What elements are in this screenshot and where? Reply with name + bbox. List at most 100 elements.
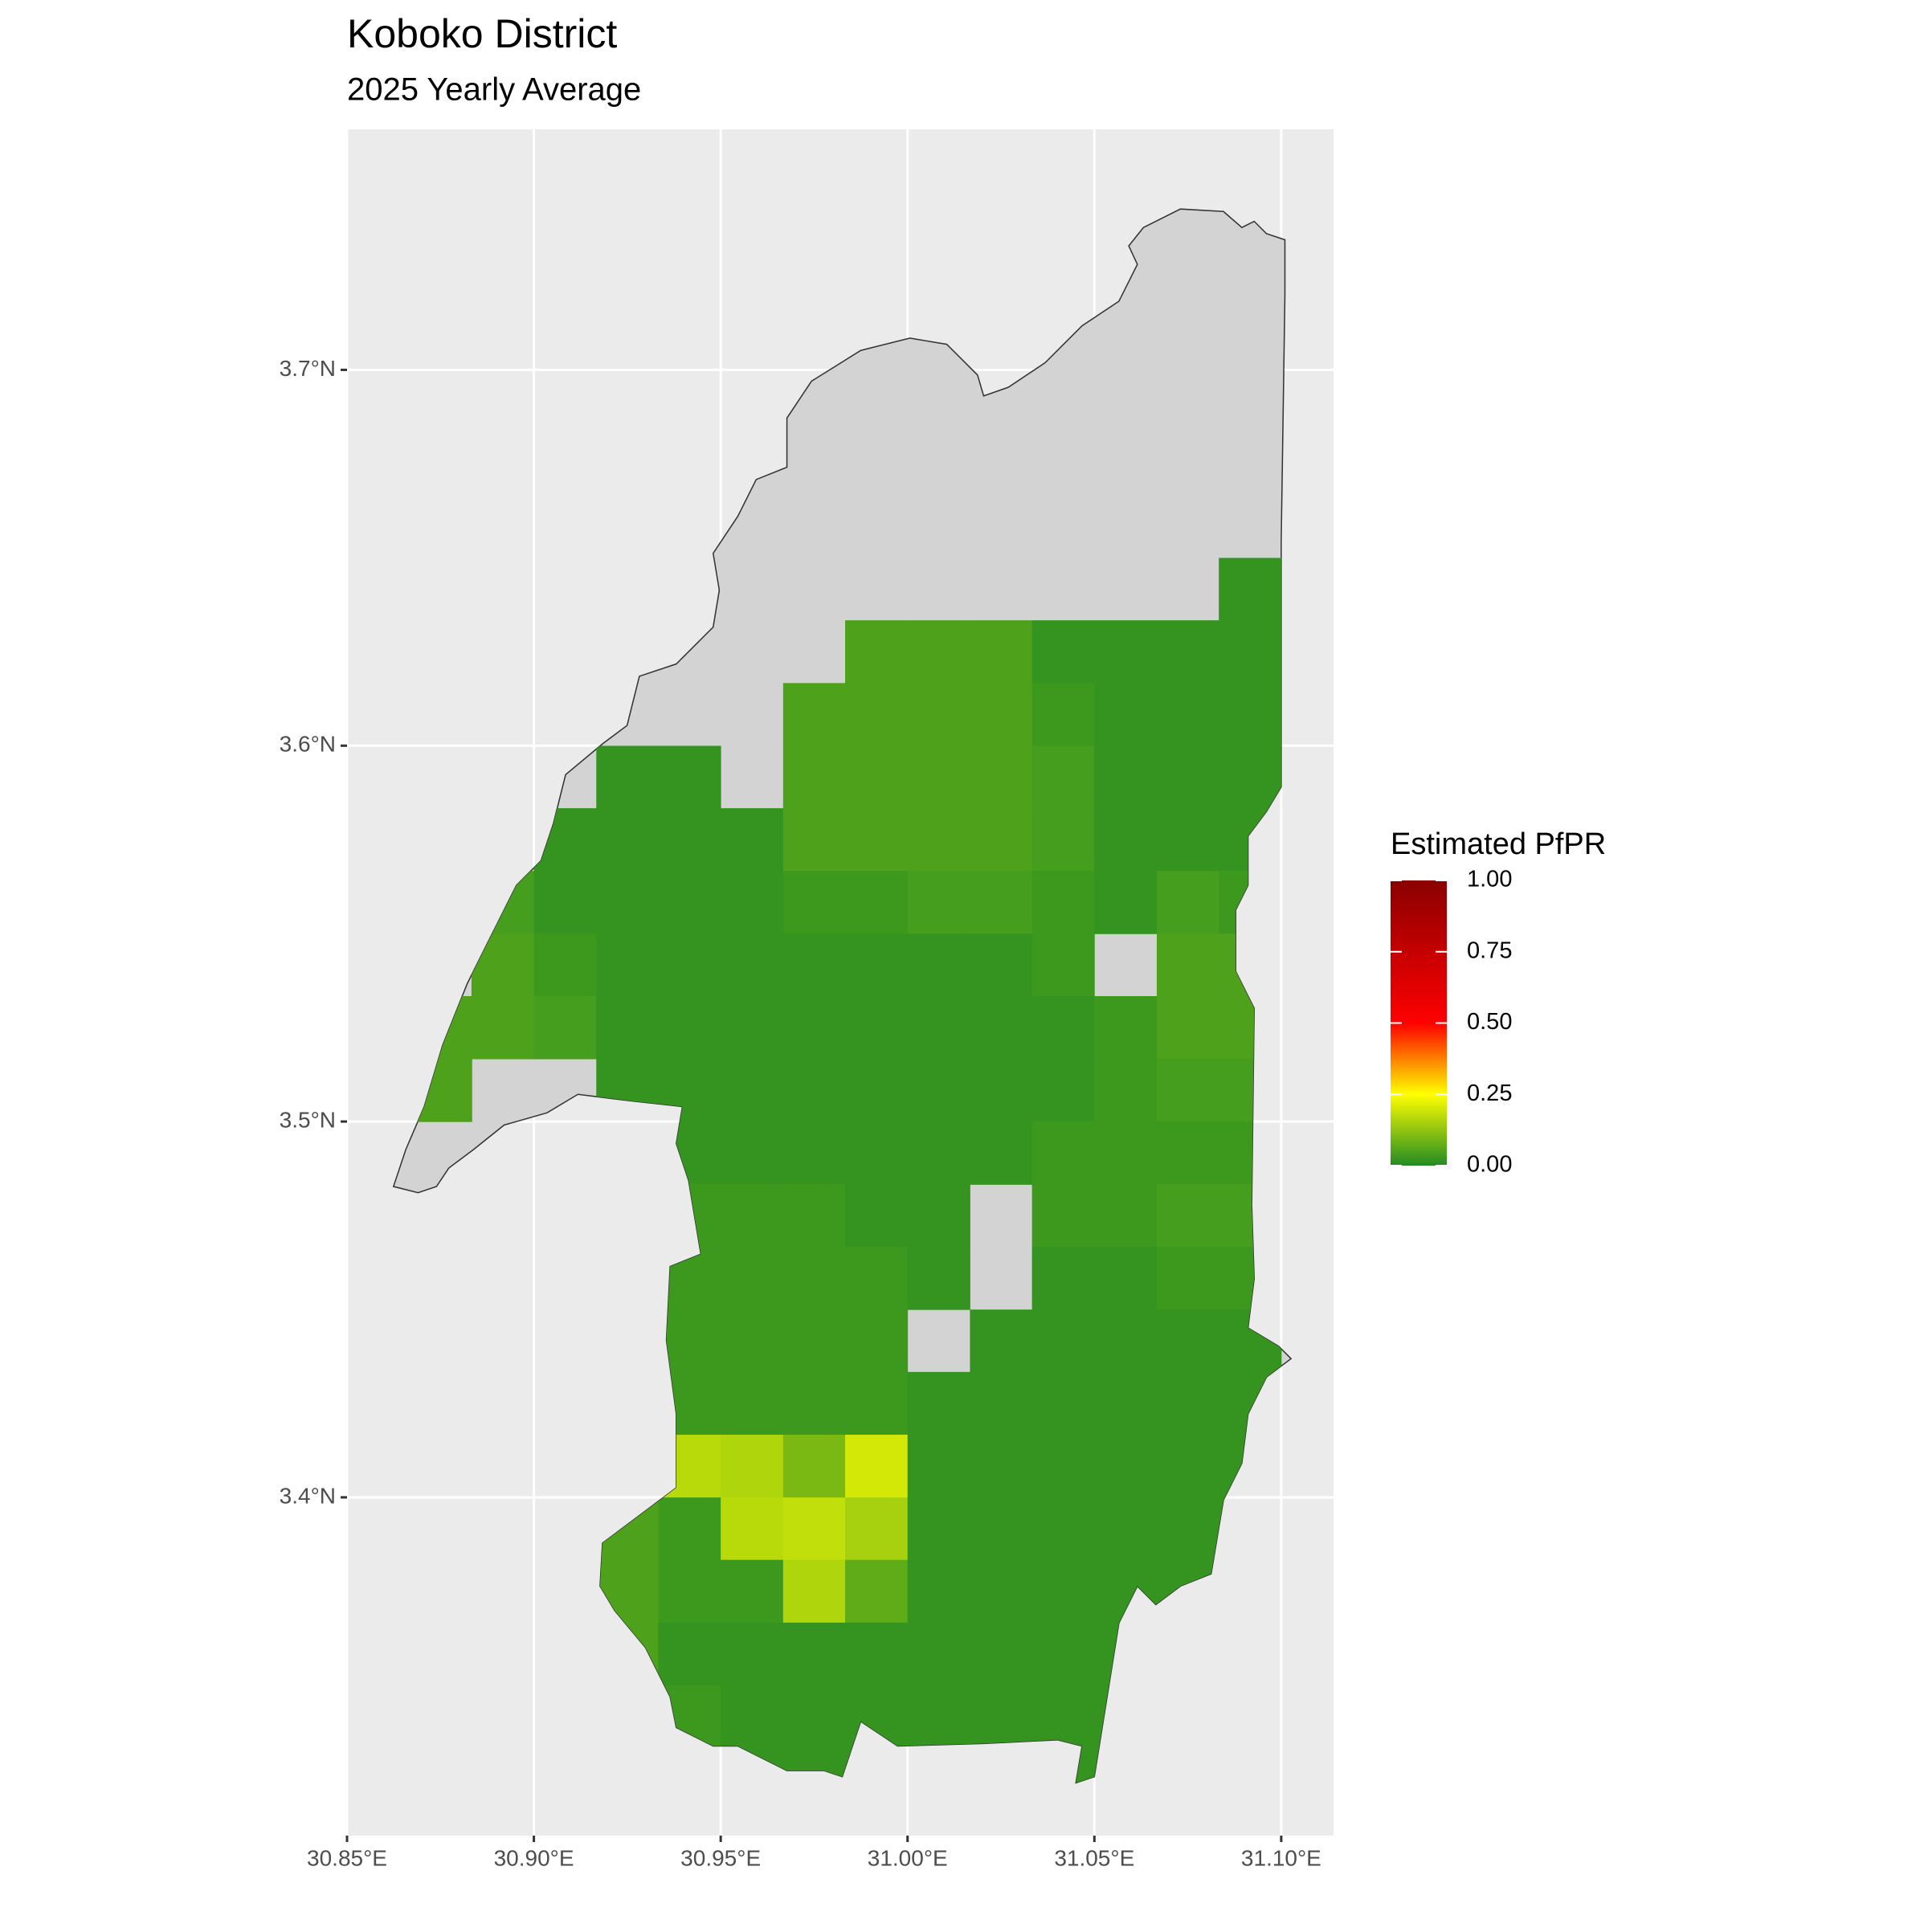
legend-tick-label: 1.00 <box>1467 867 1512 892</box>
raster-cell <box>845 1497 909 1561</box>
raster-cell <box>471 995 535 1060</box>
raster-cell <box>907 1183 970 1248</box>
raster-cell <box>721 1622 784 1686</box>
raster-cell <box>782 1247 846 1310</box>
raster-cell <box>596 995 660 1060</box>
raster-cell <box>907 620 970 684</box>
raster-cell <box>1156 1121 1220 1185</box>
raster-cell <box>596 871 660 934</box>
raster-cell <box>1031 1685 1095 1749</box>
raster-cell <box>782 745 846 809</box>
legend-tick-label: 0.25 <box>1467 1080 1512 1106</box>
y-tick-label: 3.4°N <box>280 1483 336 1508</box>
raster-cell <box>782 1121 846 1185</box>
raster-cell <box>907 871 970 934</box>
raster-cell <box>1156 995 1220 1060</box>
raster-cell <box>1094 1309 1158 1373</box>
raster-cell <box>1156 1247 1220 1310</box>
raster-cell <box>970 683 1033 746</box>
raster-cell <box>721 1371 784 1436</box>
raster-cell <box>1031 1309 1095 1373</box>
raster-cell <box>1094 745 1158 809</box>
raster-cell <box>721 1247 784 1310</box>
legend-tick-label: 0.50 <box>1467 1009 1512 1035</box>
raster-cell <box>907 1622 970 1686</box>
raster-cell <box>907 1559 970 1624</box>
raster-cell <box>970 995 1033 1060</box>
raster-cell <box>970 871 1033 934</box>
raster-cell <box>721 995 784 1060</box>
raster-cell <box>1219 620 1282 684</box>
raster-cell <box>782 808 846 872</box>
raster-cell <box>907 745 970 809</box>
raster-cell <box>596 933 660 997</box>
raster-cell <box>782 1183 846 1248</box>
raster-cell <box>1031 683 1095 746</box>
raster-cell <box>782 1685 846 1749</box>
axes: 30.85°E 30.90°E 30.95°E 31.00°E 31.05°E 31.10… <box>280 356 1321 1871</box>
raster-cell <box>970 1434 1033 1498</box>
raster-cell <box>1031 1622 1095 1686</box>
raster-cell <box>1094 1497 1158 1561</box>
raster-cell <box>1094 1247 1158 1310</box>
raster-cell <box>1094 620 1158 684</box>
raster-cell <box>1156 1434 1220 1498</box>
raster-cell <box>1031 995 1095 1060</box>
raster-cell <box>1094 1121 1158 1185</box>
raster-cell <box>845 1559 909 1624</box>
raster-cell <box>782 1622 846 1686</box>
raster-cell <box>970 1309 1033 1373</box>
raster-cell <box>907 808 970 872</box>
raster-cell <box>845 1247 909 1310</box>
raster-cell <box>907 1497 970 1561</box>
raster-cell <box>1156 1309 1220 1373</box>
raster-cell <box>845 1309 909 1373</box>
x-tick-label: 30.90°E <box>494 1845 574 1870</box>
raster-cell <box>970 1685 1033 1749</box>
raster-cell <box>782 1434 846 1498</box>
raster-cell <box>970 933 1033 997</box>
raster-cell <box>1156 1371 1220 1436</box>
raster-cell <box>1031 1371 1095 1436</box>
raster-cell <box>1094 871 1158 934</box>
raster-cell <box>721 1183 784 1248</box>
raster-cell <box>1156 745 1220 809</box>
raster-cell <box>658 1559 721 1624</box>
raster-cell <box>658 745 721 809</box>
raster-cell <box>1094 1059 1158 1122</box>
raster-cell <box>658 933 721 997</box>
raster-cell <box>907 1685 970 1749</box>
raster-cell <box>845 995 909 1060</box>
raster-cell <box>845 1059 909 1122</box>
raster-cell <box>1156 1497 1220 1561</box>
x-tick-label: 30.85°E <box>307 1845 387 1870</box>
raster-cell <box>1156 808 1220 872</box>
raster-cell <box>533 933 597 997</box>
legend-tick-label: 0.75 <box>1467 937 1512 963</box>
raster-cell <box>721 1309 784 1373</box>
raster-cell <box>1156 1183 1220 1248</box>
raster-cell <box>1031 1059 1095 1122</box>
raster-cell <box>658 808 721 872</box>
y-tick-label: 3.7°N <box>280 356 336 381</box>
raster-cell <box>970 1497 1033 1561</box>
raster-cell <box>1094 995 1158 1060</box>
raster-cell <box>721 1559 784 1624</box>
raster-cell <box>782 1559 846 1624</box>
raster-cell <box>721 1434 784 1498</box>
raster-cell <box>1094 683 1158 746</box>
raster-cell <box>721 933 784 997</box>
raster-cell <box>1156 933 1220 997</box>
raster-cell <box>1031 1559 1095 1624</box>
raster-cell <box>1094 1183 1158 1248</box>
raster-cell <box>782 1497 846 1561</box>
raster-cell <box>845 871 909 934</box>
raster-cell <box>845 683 909 746</box>
raster-cell <box>1031 620 1095 684</box>
raster-cell <box>782 995 846 1060</box>
raster-cell <box>658 1622 721 1686</box>
raster-cell <box>1156 1059 1220 1122</box>
raster-cell <box>845 1371 909 1436</box>
raster-cell <box>907 1434 970 1498</box>
legend-tick-label: 0.00 <box>1467 1152 1512 1178</box>
